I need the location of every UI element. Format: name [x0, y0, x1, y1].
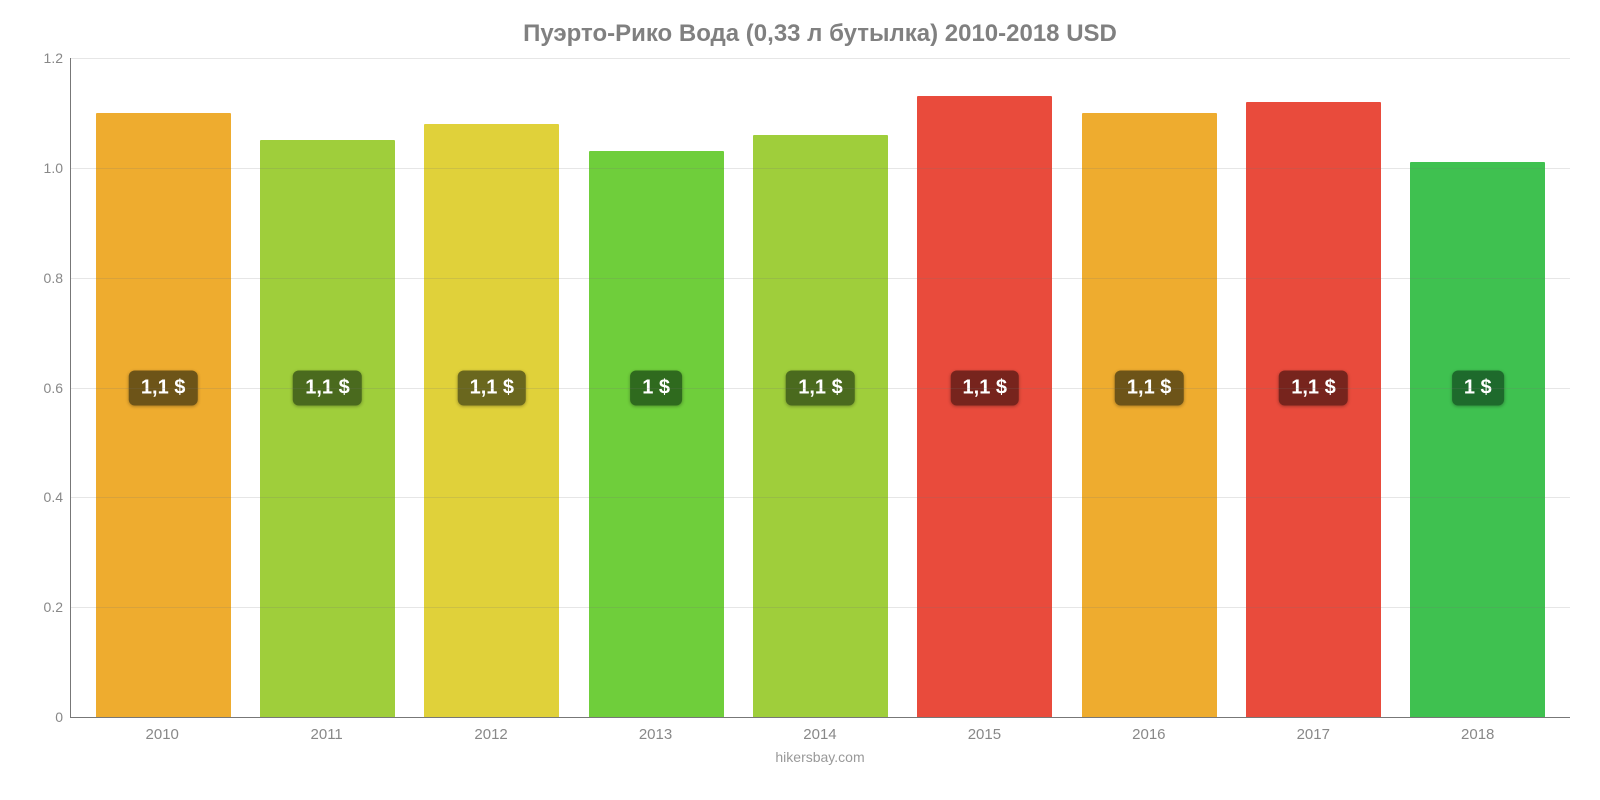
x-tick-label: 2017	[1231, 726, 1395, 743]
bar	[753, 135, 888, 717]
grid-line	[71, 497, 1570, 498]
y-tick-label: 0.6	[23, 380, 63, 396]
bar	[917, 96, 1052, 717]
plot-area: 1,1 $1,1 $1,1 $1 $1,1 $1,1 $1,1 $1,1 $1 …	[70, 58, 1570, 718]
bar	[260, 140, 395, 717]
x-tick-label: 2016	[1067, 726, 1231, 743]
x-tick-label: 2012	[409, 726, 573, 743]
bar-chart: Пуэрто-Рико Вода (0,33 л бутылка) 2010-2…	[0, 0, 1600, 800]
x-tick-label: 2018	[1396, 726, 1560, 743]
x-tick-label: 2011	[244, 726, 408, 743]
grid-line	[71, 58, 1570, 59]
y-tick-label: 1.2	[23, 50, 63, 66]
bar	[424, 124, 559, 717]
bar	[1246, 102, 1381, 717]
grid-line	[71, 607, 1570, 608]
footer-note: hikersbay.com	[70, 749, 1570, 765]
grid-line	[71, 168, 1570, 169]
x-axis-labels: 201020112012201320142015201620172018	[70, 718, 1570, 743]
bar	[1082, 113, 1217, 717]
y-tick-label: 0.8	[23, 270, 63, 286]
x-tick-label: 2014	[738, 726, 902, 743]
x-tick-label: 2010	[80, 726, 244, 743]
y-tick-label: 0	[23, 709, 63, 725]
x-tick-label: 2015	[902, 726, 1066, 743]
y-tick-label: 1.0	[23, 160, 63, 176]
grid-line	[71, 388, 1570, 389]
x-tick-label: 2013	[573, 726, 737, 743]
bar	[96, 113, 231, 717]
chart-title: Пуэрто-Рико Вода (0,33 л бутылка) 2010-2…	[70, 20, 1570, 48]
bar	[1410, 162, 1545, 717]
bar	[589, 151, 724, 717]
y-tick-label: 0.4	[23, 489, 63, 505]
grid-line	[71, 278, 1570, 279]
y-tick-label: 0.2	[23, 599, 63, 615]
